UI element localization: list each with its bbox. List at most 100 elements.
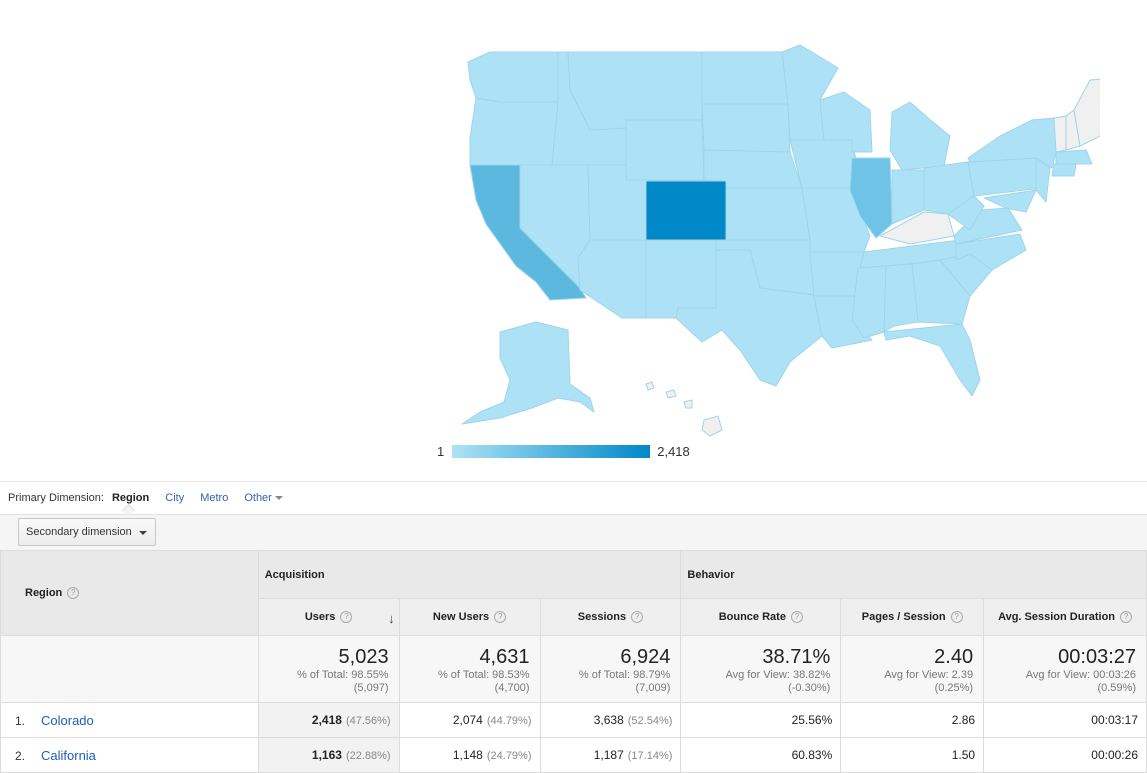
col-pages-session-label: Pages / Session [861,610,946,623]
help-icon[interactable]: ? [340,611,353,624]
total-sessions-base: (7,009) [635,682,671,694]
dimension-other[interactable]: Other [244,492,283,504]
us-map [461,44,1100,437]
total-sessions-value: 6,924 [620,646,671,668]
bounce-rate-cell: 25.56% [680,702,842,738]
row-index: 1. [15,713,26,728]
users-pct: (47.56%) [345,715,391,727]
totals-row: 5,023% of Total: 98.55% (5,097) 4,631% of… [0,635,1147,703]
help-icon[interactable]: ? [790,611,803,624]
primary-dimension-label: Primary Dimension: [8,492,104,504]
state-iowa[interactable] [789,139,859,189]
col-bounce-rate-header[interactable]: Bounce Rate? [680,598,842,636]
sessions-value: 3,638 [593,713,624,727]
chevron-down-icon [274,496,283,501]
state-hawaii-islands [645,381,693,409]
state-colorado[interactable] [645,180,727,241]
state-texas[interactable] [675,249,823,387]
state-massachusetts[interactable] [1055,149,1093,165]
help-icon[interactable]: ? [631,611,644,624]
new-users-cell: 2,074 (44.79%) [398,702,541,738]
bounce-rate-cell: 60.83% [680,737,842,773]
state-north-dakota[interactable] [701,51,789,105]
state-wyoming[interactable] [625,119,705,181]
state-arizona[interactable] [577,239,647,319]
dropdown-arrow-icon [139,531,147,535]
dimension-region[interactable]: Region [111,492,150,504]
secondary-dimension-label: Secondary dimension [26,526,132,538]
legend-gradient [452,444,651,458]
state-washington[interactable] [467,51,561,103]
region-link[interactable]: Colorado [41,712,94,728]
avg-duration-cell: 00:00:26 [983,737,1147,773]
total-new-users-value: 4,631 [479,646,530,668]
legend-max: 2,418 [657,443,690,459]
state-illinois[interactable] [849,157,893,239]
state-kentucky[interactable] [879,211,955,245]
state-alabama[interactable] [883,263,919,333]
state-vermont[interactable] [1053,115,1067,153]
totals-label-cell [0,635,259,703]
col-avg-duration-header[interactable]: Avg. Session Duration? [983,598,1147,636]
total-users: 5,023% of Total: 98.55% (5,097) [257,635,400,703]
state-wisconsin[interactable] [819,91,873,153]
col-bounce-rate-label: Bounce Rate [718,610,786,623]
total-bounce-rate-avg: Avg for View: 38.82% [725,669,831,681]
total-avg-duration-value: 00:03:27 [1058,646,1136,668]
col-sessions-header[interactable]: Sessions? [539,598,682,636]
region-link[interactable]: California [41,747,96,763]
state-new-jersey[interactable] [1035,157,1051,203]
state-new-mexico[interactable] [645,239,717,319]
new-users-cell: 1,148 (24.79%) [398,737,541,773]
col-users-label: Users [304,610,336,623]
total-avg-duration: 00:03:27 Avg for View: 00:03:26 (0.59%) [983,635,1147,703]
state-alaska[interactable] [461,321,595,425]
state-florida[interactable] [883,323,981,397]
total-avg-duration-diff: (0.59%) [1097,682,1136,694]
state-montana[interactable] [567,51,703,131]
dimension-other-label: Other [244,492,272,504]
state-connecticut[interactable] [1051,163,1077,177]
region-table: Region? Acquisition Behavior Users? ↓ New… [0,550,1147,773]
state-south-dakota[interactable] [701,103,791,153]
primary-dimension-bar: Primary Dimension: Region City Metro Oth… [0,481,1147,514]
table-row: 1. Colorado 2,418 (47.56%) 2,074 (44.79%) 3… [0,702,1147,738]
state-oregon[interactable] [469,97,559,166]
secondary-dimension-bar: Secondary dimension [0,514,1147,551]
total-new-users-pct: % of Total: 98.53% [437,669,530,681]
map-legend: 1 2,418 [437,443,690,459]
users-pct: (22.88%) [345,750,391,762]
dimension-metro[interactable]: Metro [200,492,229,504]
state-maine[interactable] [1073,78,1100,147]
new-users-value: 1,148 [452,748,483,762]
new-users-pct: (44.79%) [486,715,532,727]
help-icon[interactable]: ? [494,611,507,624]
sort-desc-icon: ↓ [388,611,395,626]
help-icon[interactable]: ? [67,587,80,600]
state-michigan[interactable] [889,101,951,171]
help-icon[interactable]: ? [1120,611,1133,624]
col-avg-duration-label: Avg. Session Duration [998,610,1116,623]
col-region-header[interactable]: Region? [0,550,259,636]
state-kansas[interactable] [725,187,811,241]
new-users-pct: (24.79%) [486,750,532,762]
help-icon[interactable]: ? [950,611,963,624]
col-pages-session-header[interactable]: Pages / Session? [840,598,985,636]
new-users-value: 2,074 [452,713,483,727]
state-mississippi[interactable] [851,265,887,339]
col-new-users-label: New Users [432,610,490,623]
secondary-dimension-dropdown[interactable]: Secondary dimension [18,518,156,546]
total-bounce-rate-value: 38.71% [762,646,831,668]
total-bounce-rate: 38.71% Avg for View: 38.82% (-0.30%) [680,635,842,703]
state-west-virginia[interactable] [947,195,985,231]
col-users-header[interactable]: Users? ↓ [257,598,400,636]
state-hawaii[interactable] [701,415,723,437]
col-sessions-label: Sessions [577,610,627,623]
state-maryland[interactable] [983,189,1037,213]
state-north-carolina[interactable] [955,233,1027,271]
sessions-cell: 1,187 (17.14%) [539,737,682,773]
col-new-users-header[interactable]: New Users? [398,598,541,636]
dimension-city[interactable]: City [165,492,185,504]
sessions-pct: (17.14%) [627,750,673,762]
state-georgia[interactable] [911,259,971,325]
